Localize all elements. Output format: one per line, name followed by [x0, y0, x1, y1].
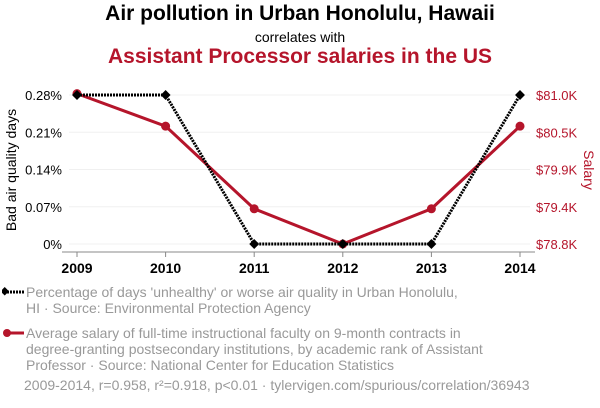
- legend-line: Average salary of full-time instructiona…: [26, 325, 461, 341]
- right-tick-label: $80.5K: [536, 125, 578, 140]
- air-quality-point: [337, 239, 348, 249]
- plot-area: 0% 0.07% 0.14% 0.21% 0.28% $78.8K $79.4K $79.9K…: [3, 88, 597, 276]
- salary-point: [515, 121, 525, 131]
- air-quality-point: [160, 90, 171, 100]
- left-axis-label: Bad air quality days: [3, 109, 19, 231]
- right-axis-label: Salary: [581, 150, 597, 190]
- right-tick-label: $79.9K: [536, 163, 578, 178]
- chart-title: Air pollution in Urban Honolulu, Hawaii: [105, 2, 495, 25]
- legend-marker-red-circle-icon: [3, 329, 24, 337]
- x-tick-label: 2013: [416, 260, 447, 276]
- legend-line: degree-granting postsecondary institutio…: [26, 341, 483, 357]
- x-tick-label: 2014: [504, 260, 535, 276]
- left-tick-label: 0.07%: [25, 200, 62, 215]
- x-tick-label: 2011: [239, 260, 270, 276]
- left-tick-label: 0.28%: [25, 88, 62, 103]
- chart-title-2: Assistant Processor salaries in the US: [108, 45, 492, 68]
- air-quality-point: [72, 90, 82, 100]
- salary-point: [426, 204, 436, 214]
- air-quality-point: [426, 239, 437, 249]
- legend-text: Percentage of days 'unhealthy' or worse …: [26, 284, 458, 316]
- legend-line: HI · Source: Environmental Protection Ag…: [26, 300, 311, 316]
- legend-line: Professor · Source: National Center for …: [26, 357, 395, 373]
- air-quality-line: [77, 93, 522, 246]
- chart-subtitle: correlates with: [254, 29, 346, 45]
- legend-marker-black-diamond-icon: [2, 287, 24, 296]
- x-tick-label: 2009: [61, 260, 92, 276]
- right-tick-label: $78.8K: [536, 237, 578, 252]
- left-tick-label: 0%: [43, 237, 62, 252]
- right-tick-label: $79.4K: [536, 200, 578, 215]
- air-quality-point: [249, 239, 260, 249]
- air-quality-point: [515, 90, 525, 100]
- footer-stats: 2009-2014, r=0.958, r²=0.918, p<0.01 · t…: [24, 377, 530, 393]
- salary-line: [76, 92, 522, 246]
- left-tick-label: 0.14%: [25, 163, 62, 178]
- salary-point: [249, 204, 259, 214]
- x-tick-label: 2010: [150, 260, 181, 276]
- salary-point: [161, 121, 171, 131]
- legend-text: Average salary of full-time instructiona…: [26, 325, 483, 373]
- x-tick-label: 2012: [327, 260, 358, 276]
- left-tick-label: 0.21%: [25, 125, 62, 140]
- legend-line: Percentage of days 'unhealthy' or worse …: [26, 284, 458, 300]
- right-tick-label: $81.0K: [536, 88, 578, 103]
